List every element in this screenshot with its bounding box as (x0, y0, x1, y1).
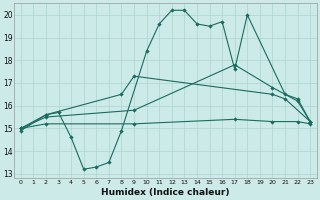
X-axis label: Humidex (Indice chaleur): Humidex (Indice chaleur) (101, 188, 230, 197)
